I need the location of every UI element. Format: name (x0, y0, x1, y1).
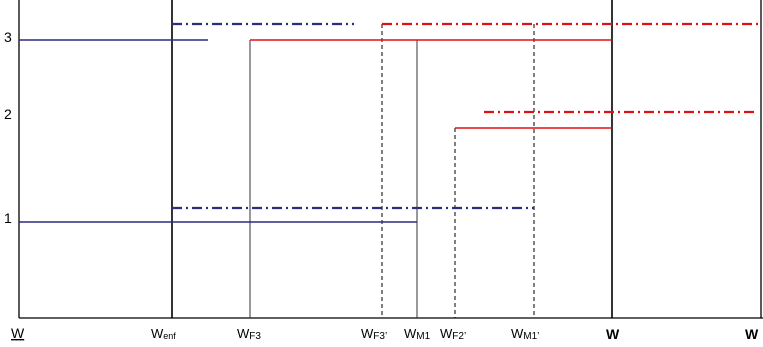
x-label-w-m1p-sub: M1’ (523, 331, 539, 342)
x-label-w-f2p-main: W (440, 326, 453, 341)
x-label-w-enf-main: W (151, 326, 164, 341)
x-label-w-underlined: W (11, 325, 25, 341)
x-label-w-m1: WM1 (404, 326, 431, 342)
x-label-w-f3p-main: W (361, 326, 374, 341)
x-label-w-m1p-main: W (511, 326, 524, 341)
x-label-w-enf-sub: enf (163, 331, 176, 341)
x-label-w-m1-sub: M1 (416, 331, 430, 342)
x-label-w-f3-prime: WF3’ (361, 326, 387, 342)
x-label-w-f3-sub: F3 (249, 331, 261, 342)
y-label-2: 2 (4, 106, 12, 122)
x-label-w-m1-main: W (404, 326, 417, 341)
x-label-w-bold-2: W (745, 326, 759, 342)
x-label-w-f2p-sub: F2’ (452, 331, 466, 342)
y-label-1: 1 (4, 210, 12, 226)
x-label-w-bold-1: W (606, 326, 620, 342)
x-label-w-enf: Wenf (151, 326, 176, 341)
y-label-3: 3 (4, 29, 12, 45)
x-label-w-f3p-sub: F3’ (373, 331, 387, 342)
x-label-w-f2-prime: WF2’ (440, 326, 466, 342)
x-label-w-m1-prime: WM1’ (511, 326, 539, 342)
x-label-w-f3-main: W (237, 326, 250, 341)
x-label-w-f3: WF3 (237, 326, 261, 342)
